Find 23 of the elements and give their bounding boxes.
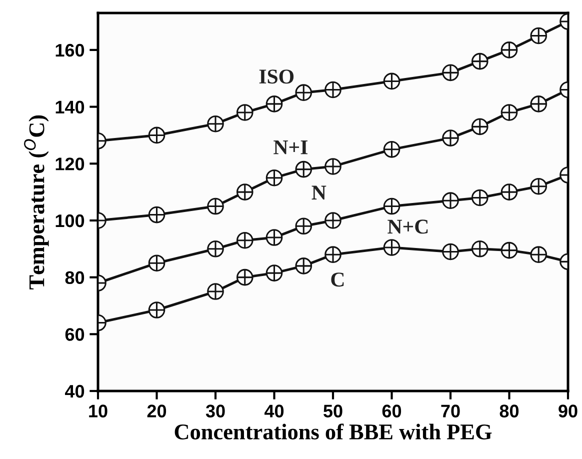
x-tick-label: 10 (89, 404, 108, 418)
x-tick-label: 30 (206, 404, 225, 418)
x-tick-label: 20 (147, 404, 166, 418)
y-tick-label: 100 (56, 214, 84, 228)
y-tick-label: 80 (65, 271, 84, 284)
y-tick-label: 140 (56, 100, 84, 114)
x-tick-label: 60 (382, 404, 402, 418)
annotation: N+I (274, 140, 308, 154)
annotation: ISO (259, 70, 294, 84)
x-tick-label: 90 (558, 404, 578, 418)
x-tick-label: 70 (441, 404, 460, 418)
x-tick-label: 50 (324, 404, 342, 418)
y-axis-title: Temperature ($^{O}$C) (24, 115, 49, 290)
y-tick-label: 120 (56, 158, 84, 170)
y-tick-label: 160 (56, 44, 84, 57)
annotation: N (312, 186, 326, 200)
y-tick-label: 40 (65, 384, 84, 398)
x-tick-label: 40 (264, 404, 284, 418)
y-tick-label: 60 (65, 328, 84, 341)
x-tick-label: 80 (500, 404, 519, 418)
x-axis-title: Concentrations of BBE with PEG (174, 424, 492, 440)
annotation: C (331, 272, 344, 287)
annotation: N+C (388, 220, 428, 234)
